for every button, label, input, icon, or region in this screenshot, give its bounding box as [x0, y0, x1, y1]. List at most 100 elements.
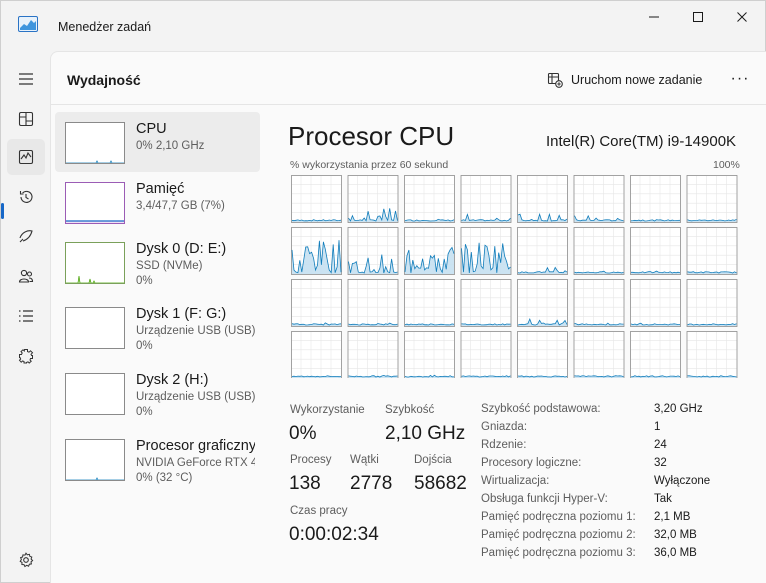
disk-1-thumbnail-graph [65, 307, 125, 349]
logical-processor-graph [460, 279, 512, 327]
spec-value: 2,1 MB [654, 511, 691, 523]
task-manager-app-icon [18, 16, 38, 32]
nav-startup-apps[interactable] [7, 218, 45, 254]
spec-value: 32,0 MB [654, 529, 697, 541]
logical-processor-graph [517, 279, 568, 327]
nav-performance[interactable] [7, 139, 45, 175]
speed-value: 2,10 GHz [385, 423, 466, 444]
close-button[interactable] [720, 5, 764, 29]
logical-processor-graph [460, 331, 512, 378]
nav-details[interactable] [7, 298, 45, 334]
settings-gear-icon [19, 552, 34, 568]
device-usage: 0% (32 °C) [136, 472, 193, 484]
threads-label: Wątki [350, 454, 379, 466]
logical-processor-graph [404, 331, 455, 378]
spec-label: Pamięć podręczna poziomu 1: [481, 511, 636, 523]
handles-value: 58682 [414, 473, 467, 494]
logical-processor-graph [347, 175, 399, 223]
device-name: Dysk 2 (H:) [136, 372, 209, 388]
device-item-disk-2[interactable]: Dysk 2 (H:) Urządzenie USB (USB) 0% [55, 363, 260, 423]
processes-value: 138 [289, 473, 321, 494]
logical-processor-graph [630, 331, 681, 378]
logical-processor-graph [573, 279, 625, 327]
spec-label: Rdzenie: [481, 439, 527, 451]
cpu-thumbnail-graph [65, 122, 125, 164]
logical-processor-graph [573, 331, 625, 378]
logical-processor-graph [404, 279, 455, 327]
device-name: Pamięć [136, 181, 185, 197]
more-options-button[interactable]: ··· [729, 68, 751, 90]
device-detail: 3,4/47,7 GB (7%) [136, 200, 225, 212]
speed-label: Szybkość [385, 404, 435, 416]
logical-processor-graph [291, 331, 342, 378]
logical-processor-graph [460, 227, 512, 275]
logical-processor-graph [347, 227, 399, 275]
logical-processor-graph [347, 279, 399, 327]
logical-processor-graph [517, 227, 568, 275]
navigation-rail [1, 56, 51, 581]
disk-0-thumbnail-graph [65, 242, 125, 284]
uptime-value: 0:00:02:34 [289, 524, 379, 545]
device-detail: NVIDIA GeForce RTX 407 [136, 457, 255, 469]
maximize-icon [693, 12, 703, 22]
nav-processes[interactable] [7, 101, 45, 137]
logical-processor-graph [291, 175, 342, 223]
startup-apps-icon [19, 230, 33, 243]
spec-value: 24 [654, 439, 667, 451]
hamburger-menu-button[interactable] [7, 61, 45, 97]
spec-label: Szybkość podstawowa: [481, 403, 601, 415]
app-history-icon [19, 190, 33, 203]
logical-processor-graph [404, 175, 455, 223]
logical-processor-graph [630, 279, 681, 327]
title-bar[interactable]: Menedżer zadań [1, 1, 765, 41]
device-name: CPU [136, 121, 167, 137]
uptime-label: Czas pracy [290, 505, 348, 517]
logical-processor-graph [517, 175, 568, 223]
spec-label: Procesory logiczne: [481, 457, 582, 469]
device-item-disk-1[interactable]: Dysk 1 (F: G:) Urządzenie USB (USB) 0% [55, 297, 260, 357]
settings-button[interactable] [15, 549, 37, 571]
run-new-task-button[interactable]: Uruchom nowe zadanie [547, 69, 702, 91]
logical-processor-graph [291, 279, 342, 327]
spec-label: Wirtualizacja: [481, 475, 550, 487]
spec-label: Pamięć podręczna poziomu 3: [481, 547, 636, 559]
utilization-label: Wykorzystanie [290, 404, 365, 416]
logical-processor-graph [686, 331, 738, 378]
logical-processor-graph [404, 227, 455, 275]
processes-label: Procesy [290, 454, 332, 466]
logical-processor-graph [291, 227, 342, 275]
device-usage: 0% [136, 275, 153, 287]
processes-icon [18, 111, 34, 127]
nav-app-history[interactable] [7, 179, 45, 215]
device-item-disk-0[interactable]: Dysk 0 (D: E:) SSD (NVMe) 0% [55, 232, 260, 292]
run-new-task-label: Uruchom nowe zadanie [571, 73, 703, 87]
nav-users[interactable] [7, 258, 45, 294]
threads-value: 2778 [350, 473, 393, 494]
logical-processor-graphs [291, 175, 738, 378]
users-icon [18, 269, 34, 283]
device-name: Dysk 1 (F: G:) [136, 306, 227, 322]
disk-2-thumbnail-graph [65, 373, 125, 415]
performance-icon [18, 149, 34, 165]
minimize-icon [649, 16, 659, 18]
window-title: Menedżer zadań [58, 20, 152, 34]
logical-processor-graph [630, 227, 681, 275]
device-detail: SSD (NVMe) [136, 260, 203, 272]
device-item-memory[interactable]: Pamięć 3,4/47,7 GB (7%) [55, 172, 260, 232]
device-item-cpu[interactable]: CPU 0% 2,10 GHz [55, 112, 260, 172]
logical-processor-graph [573, 175, 625, 223]
handles-label: Dojścia [414, 454, 452, 466]
device-detail: Urządzenie USB (USB) [136, 325, 256, 337]
minimize-button[interactable] [632, 5, 676, 29]
device-name: Dysk 0 (D: E:) [136, 241, 227, 257]
services-icon [18, 349, 34, 364]
gpu-thumbnail-graph [65, 439, 125, 481]
run-task-icon [547, 72, 563, 88]
maximize-button[interactable] [676, 5, 720, 29]
device-usage: 0% [136, 406, 153, 418]
main-panel: Wydajność Uruchom nowe zadanie ··· [50, 51, 766, 583]
hamburger-menu-icon [19, 73, 33, 85]
nav-services[interactable] [7, 338, 45, 374]
